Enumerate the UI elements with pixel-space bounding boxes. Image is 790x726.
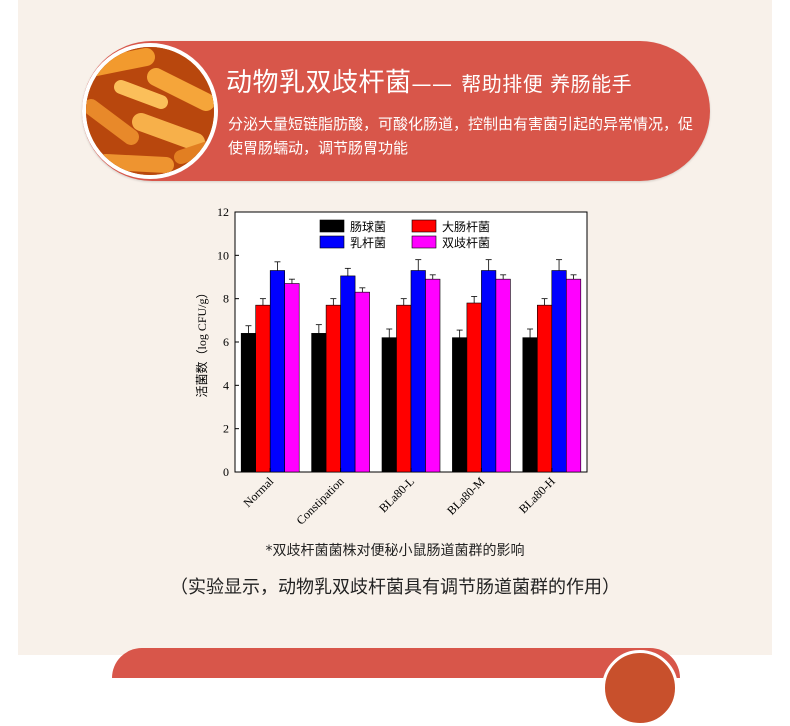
bar bbox=[495, 278, 511, 473]
y-tick-label: 10 bbox=[217, 248, 229, 262]
bar bbox=[311, 333, 327, 473]
bar bbox=[340, 275, 356, 473]
legend-label: 乳杆菌 bbox=[350, 236, 386, 250]
legend-swatch bbox=[319, 219, 345, 233]
banner-title: 动物乳双歧杆菌 bbox=[226, 68, 412, 98]
next-banner bbox=[112, 648, 680, 678]
bacteria-image bbox=[82, 43, 218, 179]
legend-label: 双歧杆菌 bbox=[442, 236, 490, 250]
x-tick-label: BLa80-H bbox=[516, 474, 558, 516]
bar bbox=[269, 270, 285, 473]
legend-label: 大肠杆菌 bbox=[442, 220, 490, 234]
bar bbox=[255, 304, 271, 473]
banner-description: 分泌大量短链脂肪酸，可酸化肠道，控制由有害菌引起的异常情况，促使胃肠蠕动，调节肠… bbox=[228, 115, 694, 157]
bar bbox=[481, 270, 497, 473]
bar bbox=[396, 304, 412, 473]
chart-svg: 0 2 4 6 8 10 12 活菌数（log CFU/g） Normal Constipatio… bbox=[194, 205, 588, 527]
bar bbox=[565, 278, 582, 473]
bar bbox=[240, 333, 257, 473]
x-tick-label: BLa80-L bbox=[376, 474, 417, 515]
legend-swatch bbox=[411, 219, 437, 233]
y-tick-label: 0 bbox=[223, 465, 229, 479]
y-tick-label: 6 bbox=[223, 335, 229, 349]
legend-swatch bbox=[319, 235, 345, 249]
banner-headline: 动物乳双歧杆菌—— 帮助排便 养肠能手 bbox=[226, 62, 632, 99]
bar bbox=[522, 337, 538, 473]
y-tick-label: 4 bbox=[223, 378, 229, 392]
chart-caption: *双歧杆菌菌株对便秘小鼠肠道菌群的影响 bbox=[265, 543, 525, 559]
next-banner-image bbox=[602, 650, 678, 726]
bar bbox=[354, 291, 370, 473]
bar bbox=[284, 283, 300, 473]
y-axis-label: 活菌数（log CFU/g） bbox=[194, 286, 209, 397]
legend-swatch bbox=[411, 235, 437, 249]
bar bbox=[536, 304, 553, 473]
bar bbox=[381, 337, 397, 473]
banner-subtitle: 帮助排便 养肠能手 bbox=[461, 72, 633, 96]
bar bbox=[466, 302, 482, 473]
experiment-note: （实验显示，动物乳双歧杆菌具有调节肠道菌群的作用） bbox=[170, 577, 620, 598]
bar bbox=[410, 270, 426, 473]
legend-label: 肠球菌 bbox=[350, 220, 386, 234]
banner-dash: —— bbox=[411, 72, 453, 96]
x-tick-label: Constipation bbox=[293, 474, 346, 527]
bar bbox=[425, 278, 441, 473]
bar-chart: 0 2 4 6 8 10 12 活菌数（log CFU/g） Normal Constipatio… bbox=[190, 198, 600, 538]
x-tick-label: BLa80-M bbox=[444, 474, 488, 518]
bar bbox=[325, 304, 341, 473]
bar bbox=[452, 337, 468, 473]
x-tick-label: Normal bbox=[241, 474, 277, 510]
y-tick-label: 12 bbox=[217, 205, 229, 219]
y-tick-label: 8 bbox=[223, 292, 229, 306]
y-tick-label: 2 bbox=[223, 422, 229, 436]
bar bbox=[551, 270, 567, 473]
